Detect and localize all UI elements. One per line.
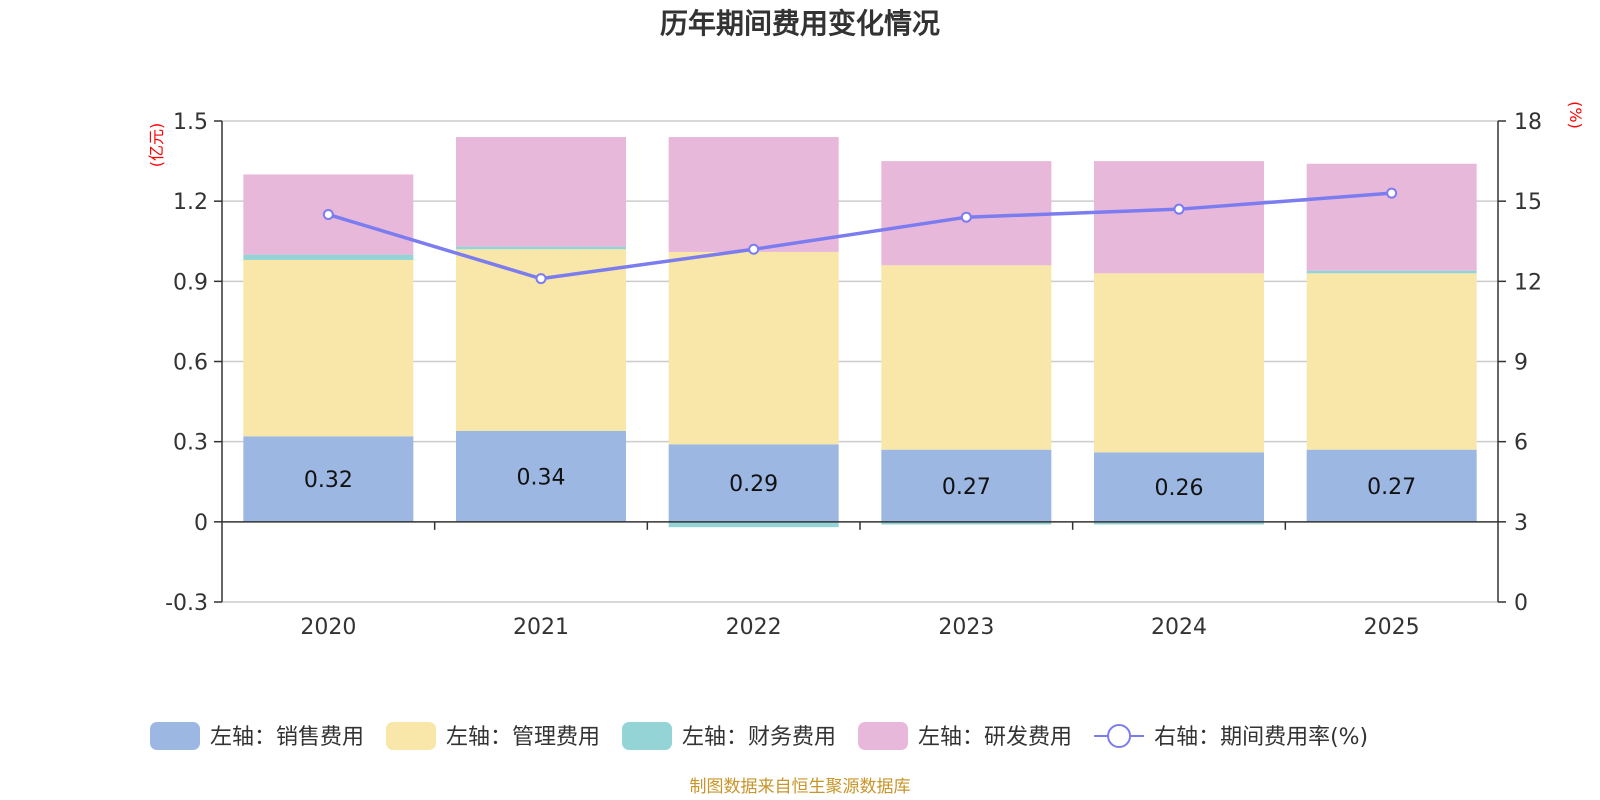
legend-label-3: 左轴：研发费用 bbox=[918, 725, 1072, 750]
bar-series-2-2025 bbox=[1306, 270, 1477, 274]
rate-line-group bbox=[322, 187, 1398, 285]
bar-series-1-2024 bbox=[1094, 273, 1264, 453]
bar-series-2-2020 bbox=[243, 254, 414, 260]
bar-series-1-2020 bbox=[243, 259, 414, 437]
bar-series-0-2020 bbox=[243, 436, 414, 522]
bar-series-2-2022 bbox=[668, 521, 839, 528]
x-tick-label: 2020 bbox=[300, 615, 356, 640]
right-tick-label: 12 bbox=[1514, 270, 1542, 295]
bar-series-3-2022 bbox=[668, 137, 839, 252]
left-tick-label: 1.2 bbox=[173, 190, 208, 215]
legend-swatch-3 bbox=[858, 722, 909, 750]
bar-series-2-2024 bbox=[1094, 521, 1264, 525]
right-tick-label: 6 bbox=[1514, 431, 1528, 456]
bar-series-0-2022 bbox=[668, 444, 839, 522]
bar-series-0-2025 bbox=[1306, 449, 1477, 522]
bar-series-3-2025 bbox=[1306, 163, 1477, 271]
right-tick-label: 15 bbox=[1514, 190, 1542, 215]
left-tick-label: 0.3 bbox=[173, 431, 208, 456]
bar-series-1-2025 bbox=[1306, 273, 1477, 450]
x-tick-label: 2024 bbox=[1151, 615, 1207, 640]
legend-label-2: 左轴：财务费用 bbox=[682, 725, 836, 750]
left-tick-label: 0.6 bbox=[173, 351, 208, 376]
left-axis-unit: (亿元) bbox=[147, 123, 166, 168]
left-tick-label: 1.5 bbox=[173, 110, 208, 135]
bar-value-label: 0.26 bbox=[1155, 476, 1204, 501]
legend-label-4: 右轴：期间费用率(%) bbox=[1154, 725, 1368, 750]
bar-series-2-2021 bbox=[456, 246, 626, 250]
right-tick-label: 0 bbox=[1514, 591, 1528, 616]
bar-series-0-2021 bbox=[456, 430, 626, 522]
legend-label-0: 左轴：销售费用 bbox=[210, 725, 364, 750]
x-tick-label: 2022 bbox=[726, 615, 782, 640]
x-tick-label: 2023 bbox=[938, 615, 994, 640]
source-note: 制图数据来自恒生聚源数据库 bbox=[690, 777, 911, 797]
bar-series-3-2024 bbox=[1094, 161, 1264, 274]
bar-value-label: 0.29 bbox=[729, 472, 778, 497]
rate-point-2023 bbox=[960, 211, 972, 223]
bar-series-0-2024 bbox=[1094, 452, 1264, 522]
right-tick-label: 3 bbox=[1514, 511, 1528, 536]
right-tick-label: 9 bbox=[1514, 351, 1528, 376]
rate-point-2020 bbox=[322, 209, 334, 221]
bar-value-label: 0.27 bbox=[1367, 475, 1416, 500]
bars bbox=[243, 137, 1477, 528]
bar-value-label: 0.32 bbox=[304, 468, 353, 493]
legend-circle-swatch bbox=[1107, 724, 1132, 748]
bar-series-2-2023 bbox=[881, 521, 1052, 525]
bar-series-3-2021 bbox=[456, 137, 626, 247]
legend-swatch-0 bbox=[150, 722, 200, 750]
right-axis-unit: (%) bbox=[1566, 101, 1585, 129]
left-tick-label: 0 bbox=[194, 511, 208, 536]
chart-title: 历年期间费用变化情况 bbox=[660, 7, 940, 40]
left-tick-label: -0.3 bbox=[165, 591, 208, 616]
legend-swatch-2 bbox=[622, 722, 673, 750]
legend-swatch-1 bbox=[386, 722, 437, 750]
bar-series-1-2022 bbox=[668, 251, 839, 445]
bar-value-label: 0.27 bbox=[942, 475, 991, 500]
rate-point-2024 bbox=[1173, 203, 1185, 215]
x-tick-label: 2025 bbox=[1364, 615, 1420, 640]
bar-series-1-2023 bbox=[881, 265, 1052, 450]
grid bbox=[222, 120, 1498, 603]
rate-point-2022 bbox=[748, 243, 760, 255]
rate-point-2025 bbox=[1386, 187, 1398, 199]
axes: -0.3 0 0.3 0.6 0.9 1.2 1.5 0 3 6 9 12 15 18 2020 2021 20… bbox=[165, 110, 1542, 640]
legend: 左轴：销售费用 左轴：管理费用 左轴：财务费用 左轴：研发费用 右轴：期间费用率(%) bbox=[150, 722, 1368, 750]
rate-line bbox=[327, 191, 1392, 281]
bar-value-label: 0.34 bbox=[517, 465, 566, 490]
legend-label-1: 左轴：管理费用 bbox=[446, 725, 600, 750]
bar-series-0-2023 bbox=[881, 449, 1052, 522]
left-tick-label: 0.9 bbox=[173, 270, 208, 295]
bar-labels: 0.32 0.34 0.29 0.27 0.26 0.27 bbox=[304, 465, 1416, 501]
x-tick-label: 2021 bbox=[513, 615, 569, 640]
right-tick-label: 18 bbox=[1514, 110, 1542, 135]
rate-point-2021 bbox=[535, 273, 547, 285]
